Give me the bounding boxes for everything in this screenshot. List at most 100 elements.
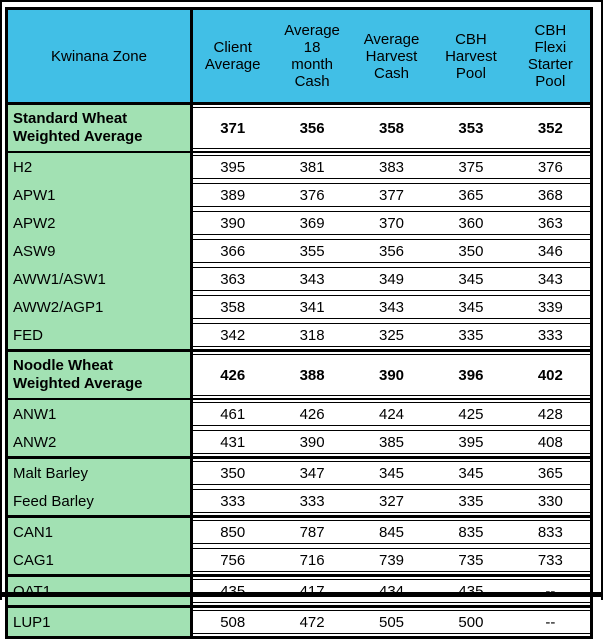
value-cell: 345 bbox=[458, 464, 484, 482]
row-values-column: 435 417 434 435 -- bbox=[193, 577, 590, 605]
value-cell: 345 bbox=[379, 464, 405, 482]
row-values-column: 395 381 383 375 376 389 376 377 365 368 390 369 370 3… bbox=[193, 153, 590, 349]
value-cell: 365 bbox=[458, 186, 484, 204]
column-header-average-harvest: Average Harvest Cash bbox=[363, 30, 420, 82]
value-cell: 426 bbox=[220, 366, 246, 384]
value-cell: 355 bbox=[299, 242, 325, 260]
row-label: FED bbox=[13, 326, 43, 344]
value-cell: 358 bbox=[220, 298, 246, 316]
value-cell: 356 bbox=[299, 119, 325, 137]
table-row: 358 341 343 345 339 bbox=[193, 293, 590, 321]
value-cell: 349 bbox=[379, 270, 405, 288]
column-header-average-18-month: Average 18 month Cash bbox=[284, 22, 340, 90]
value-cell: 395 bbox=[220, 158, 246, 176]
table-row: 366 355 356 350 346 bbox=[193, 237, 590, 265]
table-row: 461 426 424 425 428 bbox=[193, 400, 590, 428]
value-cell: 845 bbox=[379, 523, 405, 541]
row-label: APW2 bbox=[13, 214, 56, 232]
value-cell: 368 bbox=[537, 186, 563, 204]
row-label-column: Noodle Wheat Weighted Average bbox=[8, 352, 193, 398]
value-cell: 371 bbox=[220, 119, 246, 137]
column-header-cbh-flexi-starter: CBH Flexi Starter Pool bbox=[527, 22, 573, 90]
value-cell: 385 bbox=[379, 433, 405, 451]
row-label: Malt Barley bbox=[13, 464, 89, 482]
value-cell: 350 bbox=[220, 464, 246, 482]
value-cell: 365 bbox=[537, 464, 563, 482]
table-row: 426 388 390 396 402 bbox=[193, 352, 590, 398]
row-values-column: 371 356 358 353 352 bbox=[193, 105, 590, 151]
row-label-column: Malt Barley Feed Barley bbox=[8, 459, 193, 515]
value-cell: 424 bbox=[379, 405, 405, 423]
value-cell: 343 bbox=[537, 270, 563, 288]
table-row: 389 376 377 365 368 bbox=[193, 181, 590, 209]
value-cell: 390 bbox=[379, 366, 405, 384]
value-cell: 505 bbox=[379, 613, 405, 631]
table-row: 431 390 385 395 408 bbox=[193, 428, 590, 456]
table-row: 395 381 383 375 376 bbox=[193, 153, 590, 181]
value-cell: 402 bbox=[537, 366, 563, 384]
row-label: CAN1 bbox=[13, 523, 54, 541]
value-strip: 389 376 377 365 368 bbox=[193, 183, 590, 207]
value-cell: 333 bbox=[299, 492, 325, 510]
table-header-row: Kwinana Zone Client Average Average 18 m… bbox=[8, 10, 590, 105]
value-cell: -- bbox=[545, 582, 556, 600]
row-label-column: Standard Wheat Weighted Average bbox=[8, 105, 193, 151]
table-row: 435 417 434 435 -- bbox=[193, 577, 590, 605]
table-row: 756 716 739 735 733 bbox=[193, 546, 590, 574]
row-label: APW1 bbox=[13, 186, 56, 204]
value-strip: 366 355 356 350 346 bbox=[193, 239, 590, 263]
value-strip: 358 341 343 345 339 bbox=[193, 295, 590, 319]
row-values-column: 508 472 505 500 -- bbox=[193, 608, 590, 636]
row-label: Feed Barley bbox=[13, 492, 94, 510]
value-cell: 342 bbox=[220, 326, 246, 344]
value-cell: 377 bbox=[379, 186, 405, 204]
value-cell: 318 bbox=[299, 326, 325, 344]
column-header-client-average: Client Average bbox=[204, 39, 261, 73]
value-cell: 390 bbox=[220, 214, 246, 232]
row-values-column: 350 347 345 345 365 333 333 327 335 330 bbox=[193, 459, 590, 515]
row-label: AWW2/AGP1 bbox=[13, 298, 104, 316]
value-strip: 426 388 390 396 402 bbox=[193, 354, 590, 396]
price-table: Kwinana Zone Client Average Average 18 m… bbox=[5, 7, 593, 639]
value-cell: 360 bbox=[458, 214, 484, 232]
value-cell: 375 bbox=[458, 158, 484, 176]
value-strip: 508 472 505 500 -- bbox=[193, 610, 590, 634]
value-cell: 756 bbox=[220, 551, 246, 569]
row-group: ANW1 ANW2 461 426 424 425 428 431 390 385 395 408 bbox=[8, 400, 590, 459]
value-cell: 325 bbox=[379, 326, 405, 344]
value-cell: 787 bbox=[299, 523, 325, 541]
row-values-column: 461 426 424 425 428 431 390 385 395 408 bbox=[193, 400, 590, 456]
row-label: ANW2 bbox=[13, 433, 57, 451]
value-cell: 356 bbox=[379, 242, 405, 260]
value-strip: 371 356 358 353 352 bbox=[193, 107, 590, 149]
value-cell: 333 bbox=[220, 492, 246, 510]
row-label-column: H2 APW1 APW2 ASW9 AWW1/ASW1 AWW2/AGP1 FED bbox=[8, 153, 193, 349]
value-strip: 756 716 739 735 733 bbox=[193, 548, 590, 572]
row-label-column: ANW1 ANW2 bbox=[8, 400, 193, 456]
row-group: CAN1 CAG1 850 787 845 835 833 756 716 739 735 733 bbox=[8, 518, 590, 577]
row-label-column: CAN1 CAG1 bbox=[8, 518, 193, 574]
row-label: OAT1 bbox=[13, 582, 52, 600]
value-strip: 350 347 345 345 365 bbox=[193, 461, 590, 485]
value-cell: 396 bbox=[458, 366, 484, 384]
value-cell: 383 bbox=[379, 158, 405, 176]
row-label: ANW1 bbox=[13, 405, 57, 423]
value-cell: 408 bbox=[537, 433, 563, 451]
value-cell: 327 bbox=[379, 492, 405, 510]
table-row: 508 472 505 500 -- bbox=[193, 608, 590, 636]
value-cell: 735 bbox=[458, 551, 484, 569]
table-row: 342 318 325 335 333 bbox=[193, 321, 590, 349]
value-cell: 333 bbox=[537, 326, 563, 344]
value-cell: 390 bbox=[299, 433, 325, 451]
row-label-column: OAT1 bbox=[8, 577, 193, 605]
value-cell: 335 bbox=[458, 326, 484, 344]
value-cell: 381 bbox=[299, 158, 325, 176]
value-cell: 716 bbox=[299, 551, 325, 569]
table-row: 371 356 358 353 352 bbox=[193, 105, 590, 151]
value-cell: 352 bbox=[537, 119, 563, 137]
value-cell: 346 bbox=[537, 242, 563, 260]
row-label: Standard Wheat Weighted Average bbox=[13, 110, 143, 145]
value-cell: 388 bbox=[299, 366, 325, 384]
value-cell: 428 bbox=[537, 405, 563, 423]
